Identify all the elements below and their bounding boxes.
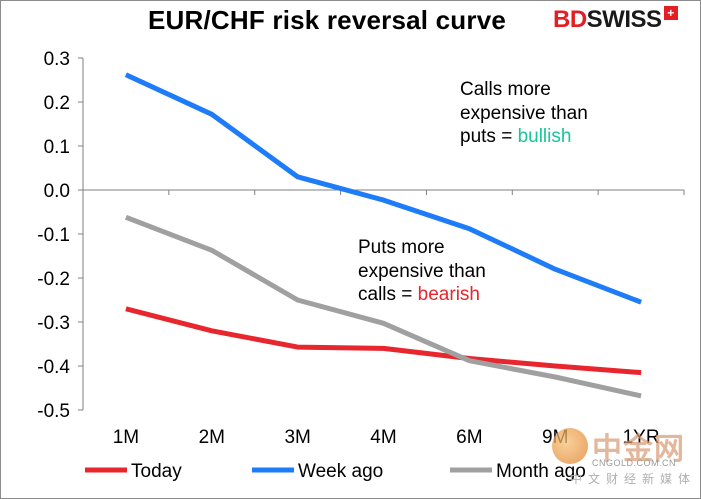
cngold-watermark: 中金网 CNGOLD.COM.CN 中文财经新媒体 bbox=[548, 424, 698, 494]
y-tick-label: -0.3 bbox=[37, 313, 70, 334]
calls-note-prefix: puts = bbox=[460, 126, 518, 147]
x-tick-label: 6M bbox=[456, 427, 482, 448]
calls-note-line-1: Calls more bbox=[460, 79, 551, 100]
logo-bd-text: BD bbox=[553, 6, 587, 33]
puts-note-line-2: expensive than bbox=[358, 261, 486, 282]
chart-legend: Today Week ago Month ago bbox=[85, 461, 586, 482]
y-tick-label: 0.1 bbox=[44, 137, 70, 158]
x-tick-label: 1YR bbox=[623, 427, 660, 448]
series-line-week-ago bbox=[124, 72, 642, 305]
series-line-today bbox=[125, 306, 642, 376]
legend-label: Week ago bbox=[298, 461, 383, 482]
bearish-highlight: bearish bbox=[418, 284, 480, 305]
legend-label: Month ago bbox=[496, 461, 586, 482]
logo-swiss-text: SWISS bbox=[586, 6, 662, 33]
x-tick-label: 1M bbox=[113, 427, 139, 448]
chart-axes bbox=[78, 57, 685, 411]
calls-note-line-2: expensive than bbox=[460, 103, 588, 124]
chart-title: EUR/CHF risk reversal curve bbox=[148, 5, 507, 35]
watermark-site: CNGOLD.COM.CN bbox=[592, 458, 677, 468]
watermark-name: 中金网 bbox=[592, 432, 685, 467]
y-tick-label: -0.1 bbox=[37, 225, 70, 246]
y-tick-label: 0.3 bbox=[44, 49, 70, 70]
x-tick-label: 4M bbox=[370, 427, 396, 448]
y-tick-label: -0.4 bbox=[37, 357, 70, 378]
y-tick-label: 0.0 bbox=[44, 181, 70, 202]
swiss-cross-icon: + bbox=[663, 6, 678, 20]
series-line-month-ago bbox=[125, 214, 642, 399]
y-tick-label: -0.5 bbox=[37, 401, 70, 422]
puts-note-prefix: calls = bbox=[358, 284, 418, 305]
axis-labels: 0.3 0.2 0.1 0.0 -0.1 -0.2 -0.3 -0.4 -0.5 1M 2M 3M 4M… bbox=[37, 49, 659, 448]
puts-note-line-1: Puts more bbox=[358, 237, 445, 258]
calls-note-line-3: puts = bullish bbox=[460, 126, 571, 147]
bullish-highlight: bullish bbox=[518, 126, 572, 147]
y-tick-label: 0.2 bbox=[44, 93, 70, 114]
puts-note-line-3: calls = bearish bbox=[358, 284, 480, 305]
x-tick-label: 3M bbox=[284, 427, 310, 448]
y-tick-label: -0.2 bbox=[37, 269, 70, 290]
x-tick-label: 2M bbox=[199, 427, 225, 448]
series-layer bbox=[124, 72, 642, 399]
cngold-logo-icon bbox=[552, 428, 588, 464]
watermark-tagline: 中文财经新媒体 bbox=[570, 472, 697, 486]
bdswiss-logo: BDSWISS + bbox=[553, 6, 678, 34]
legend-label: Today bbox=[131, 461, 182, 482]
